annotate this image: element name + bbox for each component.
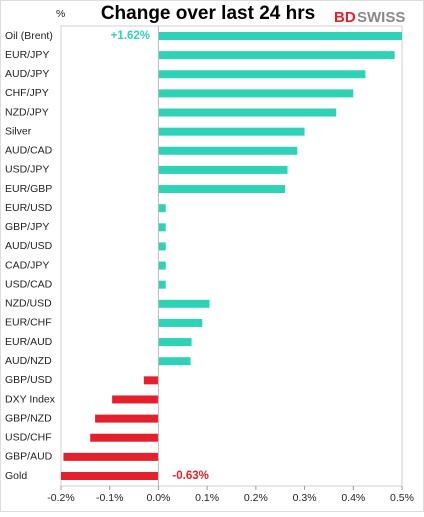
plot-border [60,25,403,487]
y-tick-label: EUR/GBP [5,183,52,195]
y-tick-label: GBP/AUD [5,451,53,463]
x-tick-label: 0.1% [195,492,219,504]
y-tick-label: EUR/AUD [5,336,53,348]
bar [158,51,395,60]
x-tick-label: 0.5% [390,492,414,504]
y-tick-label: NZD/JPY [5,106,49,118]
bar [158,357,191,366]
bar [158,89,354,98]
x-tick-label: 0.0% [146,492,170,504]
bar [90,433,159,442]
bar [63,452,159,461]
bar [158,204,166,213]
y-tick-label: GBP/USD [5,374,53,386]
y-tick-label: EUR/JPY [5,49,49,61]
y-tick-label: GBP/JPY [5,221,49,233]
y-tick-label: CHF/JPY [5,87,49,99]
bar [158,280,166,289]
unit-label: % [56,8,65,20]
bar [158,108,337,117]
bar [158,127,305,136]
value-label: +1.62% [111,30,150,42]
bar [158,242,166,251]
y-tick-label: CAD/JPY [5,259,49,271]
y-tick-label: Oil (Brent) [5,30,53,42]
x-tick-label: -0.2% [47,492,74,504]
bar [158,185,286,194]
y-tick-label: EUR/USD [5,202,53,214]
x-tick-label: -0.1% [96,492,123,504]
bar [95,414,159,423]
bar [158,223,166,232]
y-tick-label: GBP/NZD [5,412,52,424]
bar [143,376,159,385]
x-tick-label: 0.3% [293,492,317,504]
value-label: -0.63% [172,470,208,482]
chart-title: Change over last 24 hrs [101,3,315,24]
y-tick-label: USD/JPY [5,164,49,176]
logo-swiss: SWISS [357,9,405,26]
bar [158,32,402,40]
bar [158,261,166,270]
y-tick-label: USD/CHF [5,432,52,444]
bar [112,395,159,404]
bar [158,299,210,308]
logo-bd: BD [334,9,356,26]
y-tick-label: AUD/NZD [5,355,52,367]
y-tick-label: DXY Index [5,393,56,405]
bar [158,70,366,79]
y-tick-label: Silver [5,125,32,137]
y-tick-label: EUR/CHF [5,317,52,329]
bar [158,146,298,155]
bar [158,338,192,347]
bar [61,472,159,480]
y-tick-label: AUD/USD [5,240,53,252]
y-tick-label: Gold [5,470,27,482]
y-tick-label: NZD/USD [5,298,52,310]
x-tick-label: 0.4% [341,492,365,504]
bar [158,318,203,327]
y-tick-label: USD/CAD [5,278,53,290]
bar [158,165,288,174]
x-tick-label: 0.2% [244,492,268,504]
y-tick-label: AUD/CAD [5,145,53,157]
y-tick-label: AUD/JPY [5,68,49,80]
